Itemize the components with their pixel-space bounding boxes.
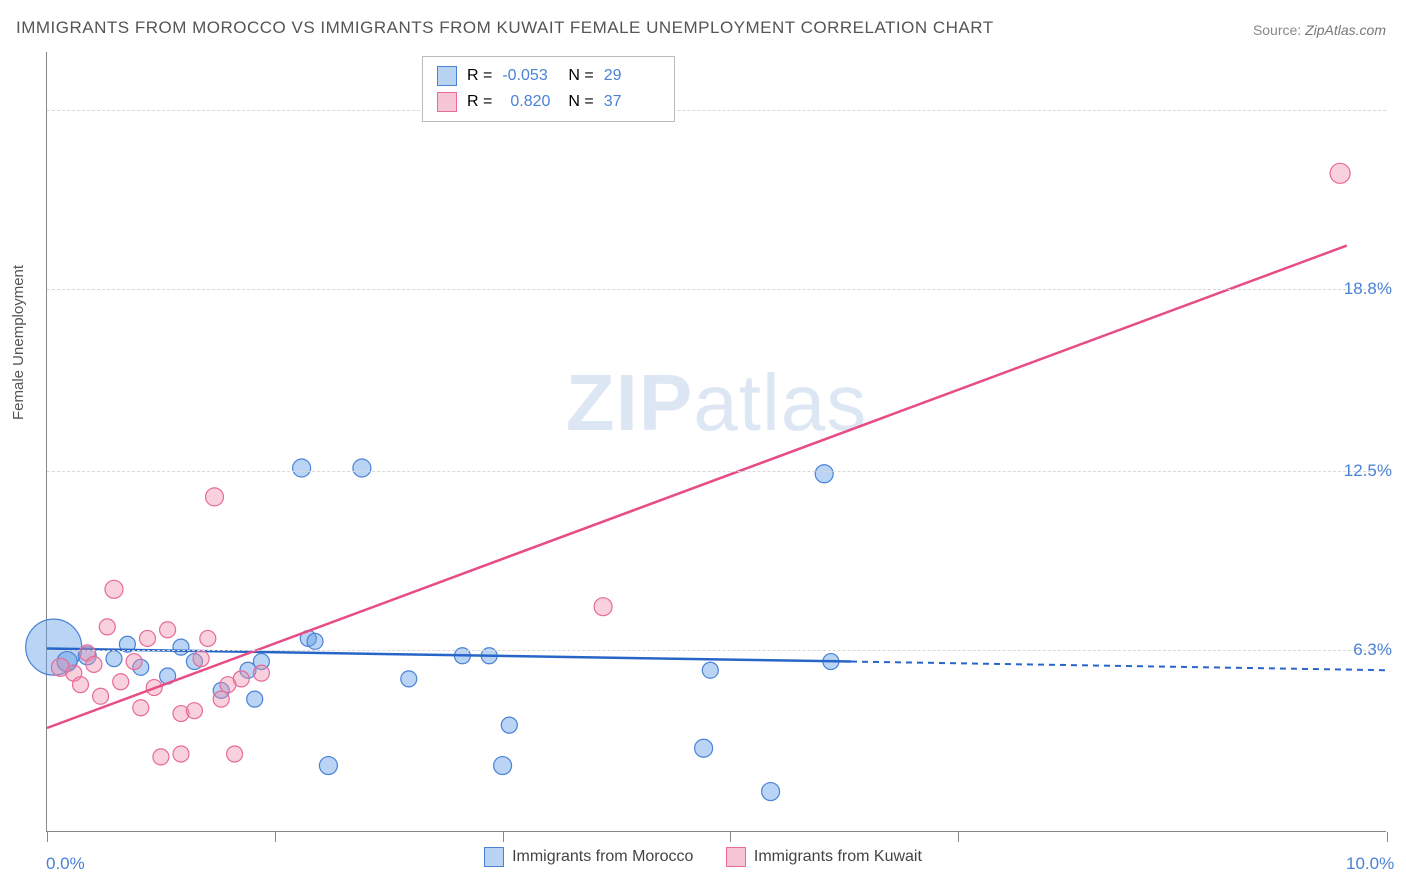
x-tick <box>1387 832 1388 842</box>
legend-row-kuwait: R = 0.820 N = 37 <box>437 89 660 115</box>
trend-line <box>47 246 1347 728</box>
data-point <box>307 633 323 649</box>
plot-svg <box>47 52 1386 831</box>
x-tick <box>275 832 276 842</box>
gridline <box>47 650 1386 651</box>
data-point <box>213 691 229 707</box>
r-value-kuwait: 0.820 <box>502 89 558 115</box>
plot-area: ZIPatlas <box>46 52 1386 832</box>
data-point <box>815 465 833 483</box>
y-tick-label: 12.5% <box>1344 461 1392 481</box>
x-tick <box>730 832 731 842</box>
data-point <box>501 717 517 733</box>
legend-label-kuwait: Immigrants from Kuwait <box>754 848 922 866</box>
swatch-kuwait-icon <box>726 847 746 867</box>
data-point <box>113 674 129 690</box>
data-point <box>319 757 337 775</box>
trend-line-dashed <box>851 662 1387 671</box>
data-point <box>160 622 176 638</box>
data-point <box>227 746 243 762</box>
data-point <box>93 688 109 704</box>
correlation-chart: IMMIGRANTS FROM MOROCCO VS IMMIGRANTS FR… <box>0 0 1406 892</box>
data-point <box>173 639 189 655</box>
swatch-morocco <box>437 66 457 86</box>
correlation-legend-box: R = -0.053 N = 29 R = 0.820 N = 37 <box>422 56 675 122</box>
data-point <box>86 656 102 672</box>
data-point <box>153 749 169 765</box>
legend-item-morocco: Immigrants from Morocco <box>484 847 693 867</box>
gridline <box>47 471 1386 472</box>
data-point <box>762 783 780 801</box>
data-point <box>253 665 269 681</box>
r-value-morocco: -0.053 <box>502 63 558 89</box>
source-prefix: Source: <box>1253 22 1305 38</box>
chart-title: IMMIGRANTS FROM MOROCCO VS IMMIGRANTS FR… <box>16 18 994 38</box>
data-point <box>1330 163 1350 183</box>
data-point <box>494 757 512 775</box>
n-label: N = <box>568 89 593 115</box>
x-tick <box>47 832 48 842</box>
data-point <box>233 671 249 687</box>
gridline <box>47 110 1386 111</box>
data-point <box>73 677 89 693</box>
data-point <box>133 700 149 716</box>
r-label: R = <box>467 89 492 115</box>
series-legend: Immigrants from Morocco Immigrants from … <box>0 847 1406 872</box>
gridline <box>47 289 1386 290</box>
x-tick <box>503 832 504 842</box>
x-tick <box>958 832 959 842</box>
n-value-morocco: 29 <box>604 63 660 89</box>
data-point <box>293 459 311 477</box>
swatch-morocco-icon <box>484 847 504 867</box>
data-point <box>193 651 209 667</box>
data-point <box>186 703 202 719</box>
data-point <box>126 654 142 670</box>
data-point <box>247 691 263 707</box>
data-point <box>594 598 612 616</box>
x-tick-label: 10.0% <box>1346 854 1394 874</box>
data-point <box>173 746 189 762</box>
legend-row-morocco: R = -0.053 N = 29 <box>437 63 660 89</box>
legend-item-kuwait: Immigrants from Kuwait <box>726 847 922 867</box>
data-point <box>353 459 371 477</box>
chart-source: Source: ZipAtlas.com <box>1253 22 1386 38</box>
data-point <box>106 651 122 667</box>
legend-label-morocco: Immigrants from Morocco <box>512 848 693 866</box>
source-name: ZipAtlas.com <box>1305 22 1386 38</box>
n-label: N = <box>568 63 593 89</box>
data-point <box>105 580 123 598</box>
data-point <box>401 671 417 687</box>
x-tick-label: 0.0% <box>46 854 85 874</box>
r-label: R = <box>467 63 492 89</box>
y-tick-label: 6.3% <box>1353 640 1392 660</box>
data-point <box>140 630 156 646</box>
data-point <box>200 630 216 646</box>
data-point <box>695 739 713 757</box>
y-tick-label: 18.8% <box>1344 279 1392 299</box>
data-point <box>702 662 718 678</box>
data-point <box>99 619 115 635</box>
data-point <box>206 488 224 506</box>
swatch-kuwait <box>437 92 457 112</box>
y-axis-label: Female Unemployment <box>10 265 27 420</box>
n-value-kuwait: 37 <box>604 89 660 115</box>
